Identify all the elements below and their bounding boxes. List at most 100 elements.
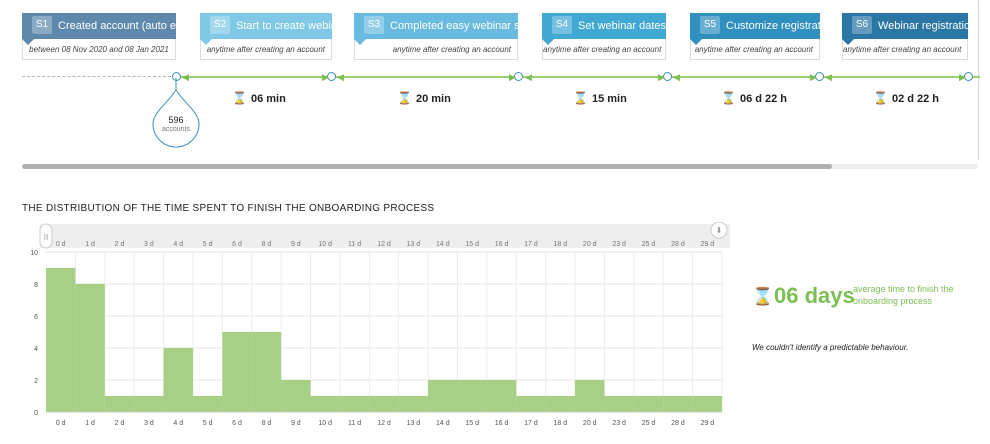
accounts-number: 596 bbox=[168, 115, 184, 125]
step-s4[interactable]: S4 Set webinar dates anytime after creati… bbox=[542, 13, 666, 60]
duration-value: 20 min bbox=[415, 93, 451, 105]
bar bbox=[75, 284, 105, 412]
x-tick-label: 14 d bbox=[436, 420, 450, 427]
timeline: ◀ ▶ ◀ ▶ ◀ ▶ ◀ ▶ ◀ ▶ bbox=[0, 70, 980, 84]
x-tick-label: 15 d bbox=[465, 420, 479, 427]
step-label: Completed easy webinar setup bbox=[390, 20, 542, 32]
x-tick-label: 29 d bbox=[700, 420, 714, 427]
bar bbox=[692, 396, 722, 412]
navigator-tick-label: 12 d bbox=[377, 241, 391, 248]
duration-s2-s3: ⌛ 20 min bbox=[397, 91, 451, 105]
navigator-tick-label: 23 d bbox=[612, 241, 626, 248]
navigator-strip bbox=[40, 224, 730, 248]
timeline-segment bbox=[670, 76, 818, 78]
step-number: S3 bbox=[364, 16, 384, 35]
bar bbox=[428, 380, 458, 412]
x-tick-label: 18 d bbox=[554, 420, 568, 427]
navigator-tick-label: 20 d bbox=[583, 241, 597, 248]
timeline-segment bbox=[822, 76, 967, 78]
x-tick-label: 11 d bbox=[348, 420, 361, 427]
bar bbox=[663, 396, 693, 412]
average-value: 06 days bbox=[774, 283, 855, 308]
x-tick-label: 13 d bbox=[407, 420, 421, 427]
bar bbox=[251, 332, 282, 412]
arrow-right-icon: ▶ bbox=[658, 72, 665, 82]
navigator-tick-label: 2 d bbox=[115, 241, 125, 248]
duration-s1-s2: ⌛ 06 min bbox=[232, 91, 286, 105]
bar bbox=[222, 332, 252, 412]
step-number: S6 bbox=[852, 16, 872, 35]
timeline-segment bbox=[523, 76, 666, 78]
average-label: average time to finish the onboarding pr… bbox=[853, 284, 954, 306]
bar bbox=[633, 396, 664, 412]
navigator-tick-label: 29 d bbox=[700, 241, 714, 248]
y-tick-label: 8 bbox=[34, 282, 38, 289]
step-number: S1 bbox=[32, 16, 52, 35]
step-condition: between 08 Nov 2020 and 08 Jan 2021 bbox=[22, 39, 176, 60]
x-tick-label: 16 d bbox=[495, 420, 509, 427]
navigator-handle-left bbox=[39, 223, 53, 249]
step-number: S2 bbox=[210, 16, 230, 35]
hourglass-icon: ⌛ bbox=[721, 91, 736, 105]
navigator-tick-label: 13 d bbox=[407, 241, 421, 248]
x-tick-label: 1 d bbox=[85, 420, 95, 427]
navigator-tick-label: 25 d bbox=[642, 241, 656, 248]
step-condition: anytime after creating an account bbox=[842, 39, 968, 60]
timeline-segment bbox=[971, 76, 980, 78]
hourglass-icon: ⌛ bbox=[873, 91, 888, 105]
timeline-node bbox=[815, 72, 824, 81]
step-label: Webinar registration bbox=[878, 20, 977, 32]
step-condition: anytime after creating an account bbox=[542, 39, 666, 60]
x-tick-label: 4 d bbox=[173, 420, 183, 427]
x-tick-label: 0 d bbox=[56, 420, 66, 427]
arrow-left-icon: ◀ bbox=[337, 72, 344, 82]
drop-shape-icon bbox=[152, 78, 200, 148]
x-tick-label: 9 d bbox=[291, 420, 301, 427]
x-tick-label: 25 d bbox=[642, 420, 656, 427]
bar bbox=[369, 396, 399, 412]
accounts-count-marker[interactable]: 596 accounts bbox=[151, 78, 201, 150]
y-tick-label: 6 bbox=[34, 314, 38, 321]
timeline-dashed-line bbox=[22, 76, 176, 77]
horizontal-scrollbar-thumb[interactable] bbox=[22, 164, 832, 169]
arrow-left-icon: ◀ bbox=[825, 72, 832, 82]
timeline-node bbox=[514, 72, 523, 81]
step-s1[interactable]: S1 Created account (auto event) between 0… bbox=[22, 13, 200, 60]
bar bbox=[46, 268, 76, 412]
duration-s4-s5: ⌛ 06 d 22 h bbox=[721, 91, 787, 105]
bar bbox=[545, 396, 576, 412]
hourglass-icon: ⌛ bbox=[397, 91, 412, 105]
navigator-tick-label: 16 d bbox=[495, 241, 509, 248]
step-header: S6 Webinar registration bbox=[842, 13, 976, 45]
step-s3[interactable]: S3 Completed easy webinar setup anytime a… bbox=[354, 13, 541, 60]
navigator-tick-label: 15 d bbox=[465, 241, 479, 248]
navigator-tick-label: 4 d bbox=[173, 241, 183, 248]
distribution-chart: II ⬇ 0 2 4 6 8 10 0 d 0 d 1 d 1 d 2 d 2 d 3 d 3 d 4 d 4 d… bbox=[30, 222, 730, 427]
navigator-tick-label: 11 d bbox=[348, 241, 361, 248]
timeline-node bbox=[327, 72, 336, 81]
step-s6[interactable]: S6 Webinar registration anytime after cre… bbox=[842, 13, 976, 60]
bar bbox=[192, 396, 223, 412]
y-tick-label: 0 bbox=[34, 410, 38, 417]
navigator-tick-label: 14 d bbox=[436, 241, 450, 248]
x-tick-label: 28 d bbox=[671, 420, 685, 427]
x-tick-label: 8 d bbox=[262, 420, 272, 427]
timeline-segment bbox=[180, 76, 330, 78]
step-s5[interactable]: S5 Customize registration anytime after c… bbox=[690, 13, 835, 60]
funnel-panel: S1 Created account (auto event) between 0… bbox=[0, 0, 980, 172]
behaviour-note: We couldn't identify a predictable behav… bbox=[752, 343, 909, 352]
duration-value: 15 min bbox=[591, 93, 627, 105]
duration-s3-s4: ⌛ 15 min bbox=[573, 91, 627, 105]
hourglass-icon: ⌛ bbox=[573, 91, 588, 105]
step-condition: anytime after creating an account bbox=[690, 39, 820, 60]
hourglass-icon: ⌛ bbox=[752, 287, 774, 306]
navigator-tick-label: 18 d bbox=[554, 241, 568, 248]
step-s2[interactable]: S2 Start to create webinar anytime after … bbox=[200, 13, 347, 60]
timeline-node bbox=[964, 72, 973, 81]
bar bbox=[104, 396, 135, 412]
step-label: Created account (auto event) bbox=[58, 20, 201, 32]
step-header: S3 Completed easy webinar setup bbox=[354, 13, 541, 45]
step-number: S5 bbox=[700, 16, 720, 35]
step-label: Set webinar dates bbox=[578, 20, 667, 32]
step-header: S1 Created account (auto event) bbox=[22, 13, 200, 45]
